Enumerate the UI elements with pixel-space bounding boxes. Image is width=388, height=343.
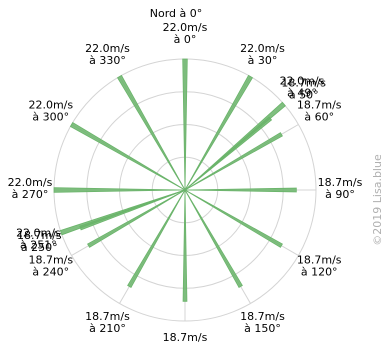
bar-label: 22.0m/s à 300° (28, 99, 73, 124)
bar-label: 18.7m/s à 150° (240, 310, 285, 335)
bar-wedge (184, 74, 254, 191)
bar-label: 18.7m/s à 240° (28, 254, 73, 279)
bar-label: 22.0m/s à 49° (280, 74, 325, 99)
bar-label: 18.7m/s à 60° (297, 99, 342, 124)
bar-label: 22.0m/s à 30° (240, 42, 285, 67)
bar-series (53, 58, 297, 302)
bar-label: 18.7m/s à 50° (281, 76, 326, 101)
bar-wedge (87, 189, 186, 248)
bar-wedge (182, 58, 188, 191)
bar-wedge (184, 189, 283, 248)
bar-wedge (69, 121, 186, 191)
bar-label: 22.0m/s à 0° (163, 21, 208, 46)
bar-label: 22.0m/s à 270° (8, 176, 53, 201)
bar-wedge (127, 189, 186, 288)
bar-wedge (184, 189, 243, 288)
bar-wedge (116, 74, 186, 191)
bar-wedge (53, 187, 186, 193)
north-label: Nord à 0° (150, 7, 203, 20)
bar-wedge (184, 132, 283, 191)
watermark: ©2019 Lisa.blue (371, 154, 384, 246)
bar-label: 18.7m/s à 120° (297, 254, 342, 279)
bar-wedge (59, 189, 186, 236)
bar-label: 22.0m/s à 330° (85, 42, 130, 67)
bar-label: 22.0m/s à 251° (16, 227, 61, 252)
bar-wedge (184, 187, 297, 193)
bar-label: 18.7m/s à 250° (17, 229, 62, 254)
bar-wedge (184, 116, 273, 191)
bar-wedge (182, 189, 188, 302)
bar-labels: 22.0m/s à 0°22.0m/s à 30°22.0m/s à 49°18.7m… (8, 21, 363, 343)
bar-label: 18.7m/sà 180° (163, 331, 208, 343)
bar-label: 18.7m/s à 210° (85, 310, 130, 335)
bar-label: 18.7m/s à 90° (318, 176, 363, 201)
north-label-text: Nord à 0° (150, 7, 203, 20)
